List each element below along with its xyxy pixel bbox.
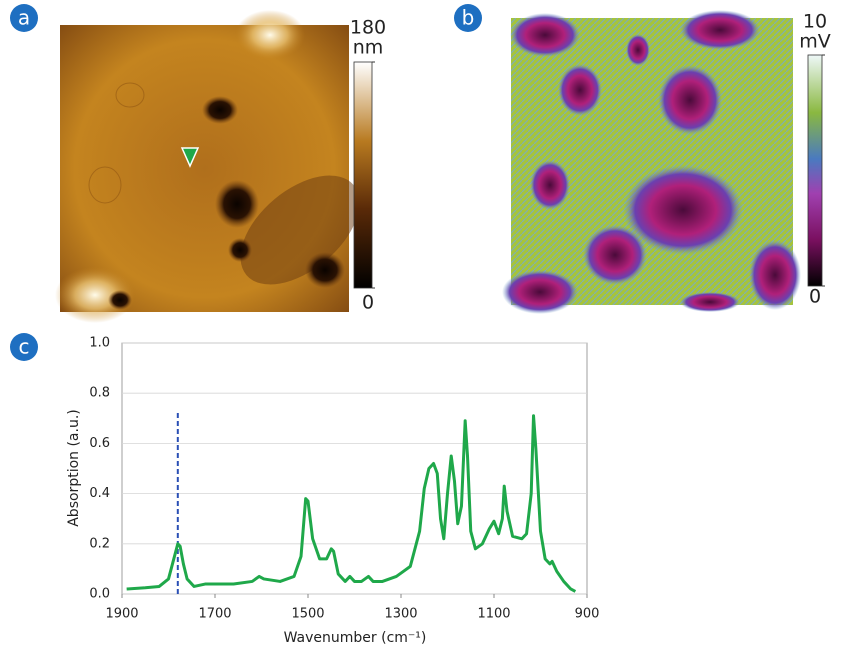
x-tick-label: 1700 [198,607,231,622]
y-tick-label: 0.0 [89,587,110,602]
x-tick-label: 900 [575,607,600,622]
y-tick-label: 0.6 [89,436,110,451]
y-tick-label: 0.2 [89,536,110,551]
afm-ir-image [502,10,801,314]
panel-label: c [19,335,30,359]
panel-label: a [18,6,30,30]
panel-label: b [462,6,475,30]
plot-frame [121,342,588,595]
colorbar-tick-label: 0 [362,292,374,314]
x-tick-label: 1900 [105,607,138,622]
afm-image [55,10,360,323]
y-tick-label: 1.0 [89,336,110,351]
colorbar [353,61,373,289]
y-tick-label: 0.4 [89,486,110,501]
colorbar-tick-label: 0 [809,286,821,308]
panel-label-badge [454,4,482,32]
x-tick-label: 1300 [384,607,417,622]
colorbar-tick-label: 180 [350,17,386,39]
colorbar-unit: mV [799,31,831,53]
colorbar-tick-label: 10 [803,11,827,33]
colorbar-unit: nm [353,37,384,59]
spectrum-line [126,414,577,593]
x-tick-label: 1100 [477,607,510,622]
x-axis-label: Wavenumber (cm⁻¹) [284,630,427,646]
x-tick-label: 1500 [291,607,324,622]
colorbar [807,54,823,287]
panel-label-badge [10,4,38,32]
panel-label-badge [10,333,38,361]
y-axis-label: Absorption (a.u.) [66,409,82,527]
y-tick-label: 0.8 [89,386,110,401]
